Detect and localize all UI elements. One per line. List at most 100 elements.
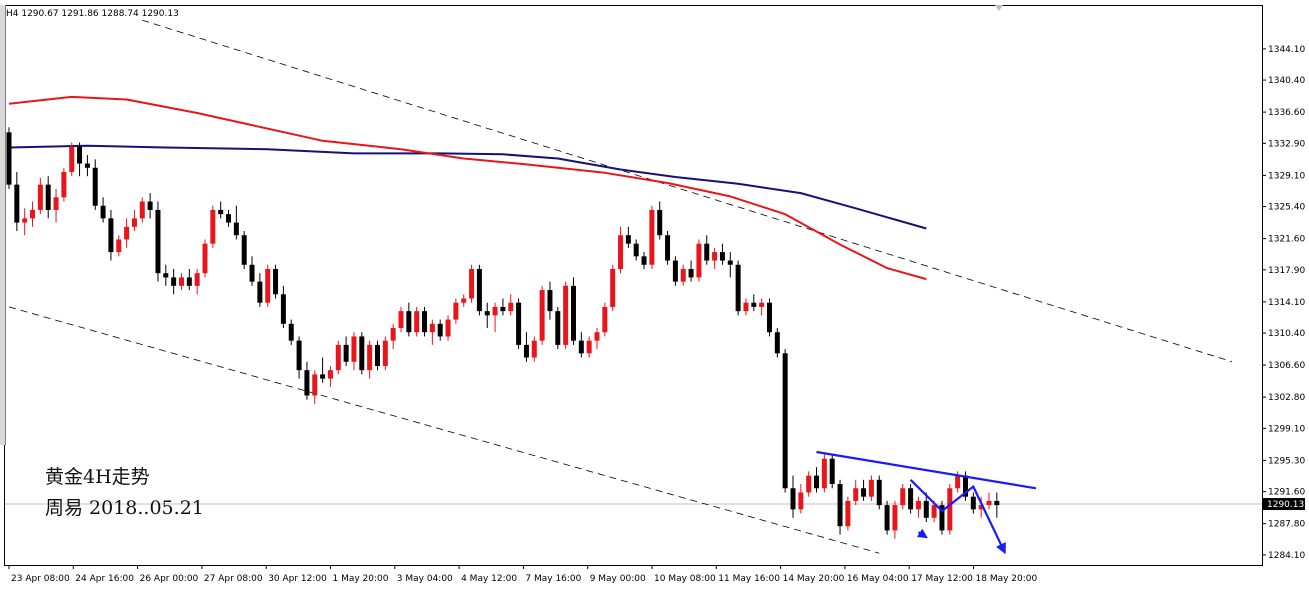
candle	[688, 260, 694, 282]
candle	[625, 226, 631, 248]
candle	[657, 201, 663, 240]
candle	[84, 155, 90, 177]
candle	[790, 475, 796, 518]
candle-body	[202, 243, 208, 274]
candle-body	[610, 268, 616, 307]
candle-body	[766, 302, 772, 333]
candle	[6, 127, 12, 189]
candle-body	[171, 277, 177, 286]
x-tick-label: 30 Apr 12:00	[268, 574, 327, 584]
candle	[69, 142, 75, 177]
candle-body	[390, 328, 396, 341]
candle-body	[806, 475, 812, 493]
candle	[719, 243, 725, 265]
y-tick-label: 1302.80	[1268, 393, 1305, 403]
candle-body	[382, 340, 388, 366]
candle	[978, 496, 984, 518]
candle	[814, 467, 820, 493]
candle-body	[868, 479, 874, 497]
candle-body	[241, 235, 247, 265]
candle	[633, 239, 639, 261]
candle-body	[618, 235, 624, 269]
candle	[884, 500, 890, 535]
y-tick-label: 1321.60	[1268, 235, 1305, 245]
candle	[320, 357, 326, 383]
candle	[900, 484, 906, 510]
candle	[249, 256, 255, 286]
candle-body	[226, 214, 232, 223]
candle	[868, 475, 874, 501]
candle-body	[602, 306, 608, 333]
candle	[665, 231, 671, 265]
y-tick-label: 1295.30	[1268, 456, 1305, 466]
y-tick-label: 1332.90	[1268, 139, 1305, 149]
candle	[469, 264, 475, 303]
candle	[45, 176, 51, 219]
candle	[131, 209, 137, 232]
x-tick-label: 14 May 20:00	[783, 574, 845, 584]
candle	[641, 252, 647, 269]
candle	[798, 484, 804, 514]
x-tick-label: 23 Apr 08:00	[11, 574, 70, 584]
candle-body	[406, 311, 412, 333]
annotation-subtitle: 周易 2018..05.21	[45, 497, 204, 519]
candle-body	[672, 260, 678, 282]
candle	[774, 328, 780, 358]
small-arrow	[916, 528, 928, 539]
candle	[124, 218, 130, 248]
candle-body	[853, 488, 859, 501]
resistance-line	[816, 450, 1037, 490]
candle-body	[861, 488, 867, 497]
candle-body	[649, 209, 655, 265]
candle	[539, 285, 545, 345]
candle-body	[665, 235, 671, 261]
candle	[171, 268, 177, 295]
candle-body	[884, 505, 890, 531]
candle-body	[273, 268, 279, 295]
candle	[876, 475, 882, 510]
y-tick-label: 1317.90	[1268, 266, 1305, 276]
x-tick-label: 7 May 16:00	[525, 574, 581, 584]
candle-body	[970, 496, 976, 510]
candle-body	[335, 344, 341, 371]
candle-body	[962, 475, 968, 497]
candle-body	[476, 268, 482, 312]
candle	[563, 281, 569, 350]
candle	[92, 159, 98, 210]
candle-body	[586, 340, 592, 354]
candle-body	[798, 492, 804, 510]
candle-body	[978, 505, 984, 510]
candle-body	[735, 264, 741, 312]
x-tick-label: 11 May 16:00	[718, 574, 780, 584]
candle	[806, 471, 812, 497]
projection-path	[909, 479, 1006, 555]
candle	[218, 201, 224, 219]
y-tick-label: 1310.40	[1268, 329, 1305, 339]
price-axis: 1344.10 1340.40 1336.60 1332.90 1329.10 1325.…	[1262, 45, 1305, 561]
candle-body	[6, 132, 12, 185]
candle	[422, 306, 428, 337]
scroll-marker-icon[interactable]	[995, 5, 1003, 11]
trend-annotations	[816, 450, 1037, 555]
candle-body	[845, 500, 851, 527]
candle	[61, 167, 67, 202]
candle-body	[680, 268, 686, 282]
candle-body	[696, 243, 702, 278]
candle	[210, 205, 216, 248]
candle	[406, 302, 412, 337]
x-tick-label: 26 Apr 00:00	[140, 574, 199, 584]
candle	[892, 500, 898, 539]
candle-body	[312, 374, 318, 396]
candle-body	[516, 302, 522, 345]
candle	[147, 193, 153, 219]
time-axis: 23 Apr 08:00 24 Apr 16:00 26 Apr 00:00 27 A…	[8, 565, 1037, 584]
y-tick-label: 1314.10	[1268, 298, 1305, 308]
candle	[908, 484, 914, 514]
candle	[382, 336, 388, 371]
channel-upper-line	[142, 19, 1233, 363]
ma-slow-line	[8, 144, 927, 230]
candle-body	[523, 344, 529, 358]
x-tick-label: 1 May 20:00	[333, 574, 389, 584]
candle-body	[759, 302, 765, 307]
